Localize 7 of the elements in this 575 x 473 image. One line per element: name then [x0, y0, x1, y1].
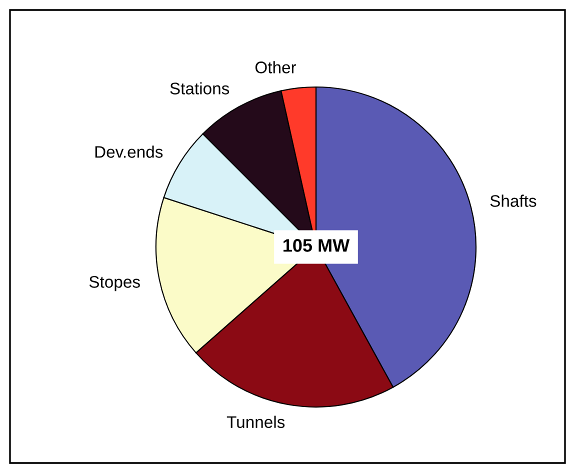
slice-label: Stations — [170, 82, 230, 94]
slice-label: Stopes — [89, 276, 140, 292]
slice-label: Shafts — [490, 194, 536, 207]
slice-label: Dev.ends — [95, 146, 163, 158]
slice-label: Tunnels — [226, 416, 285, 428]
slice-label: Other — [255, 61, 296, 74]
text: 105 MW — [284, 239, 350, 252]
